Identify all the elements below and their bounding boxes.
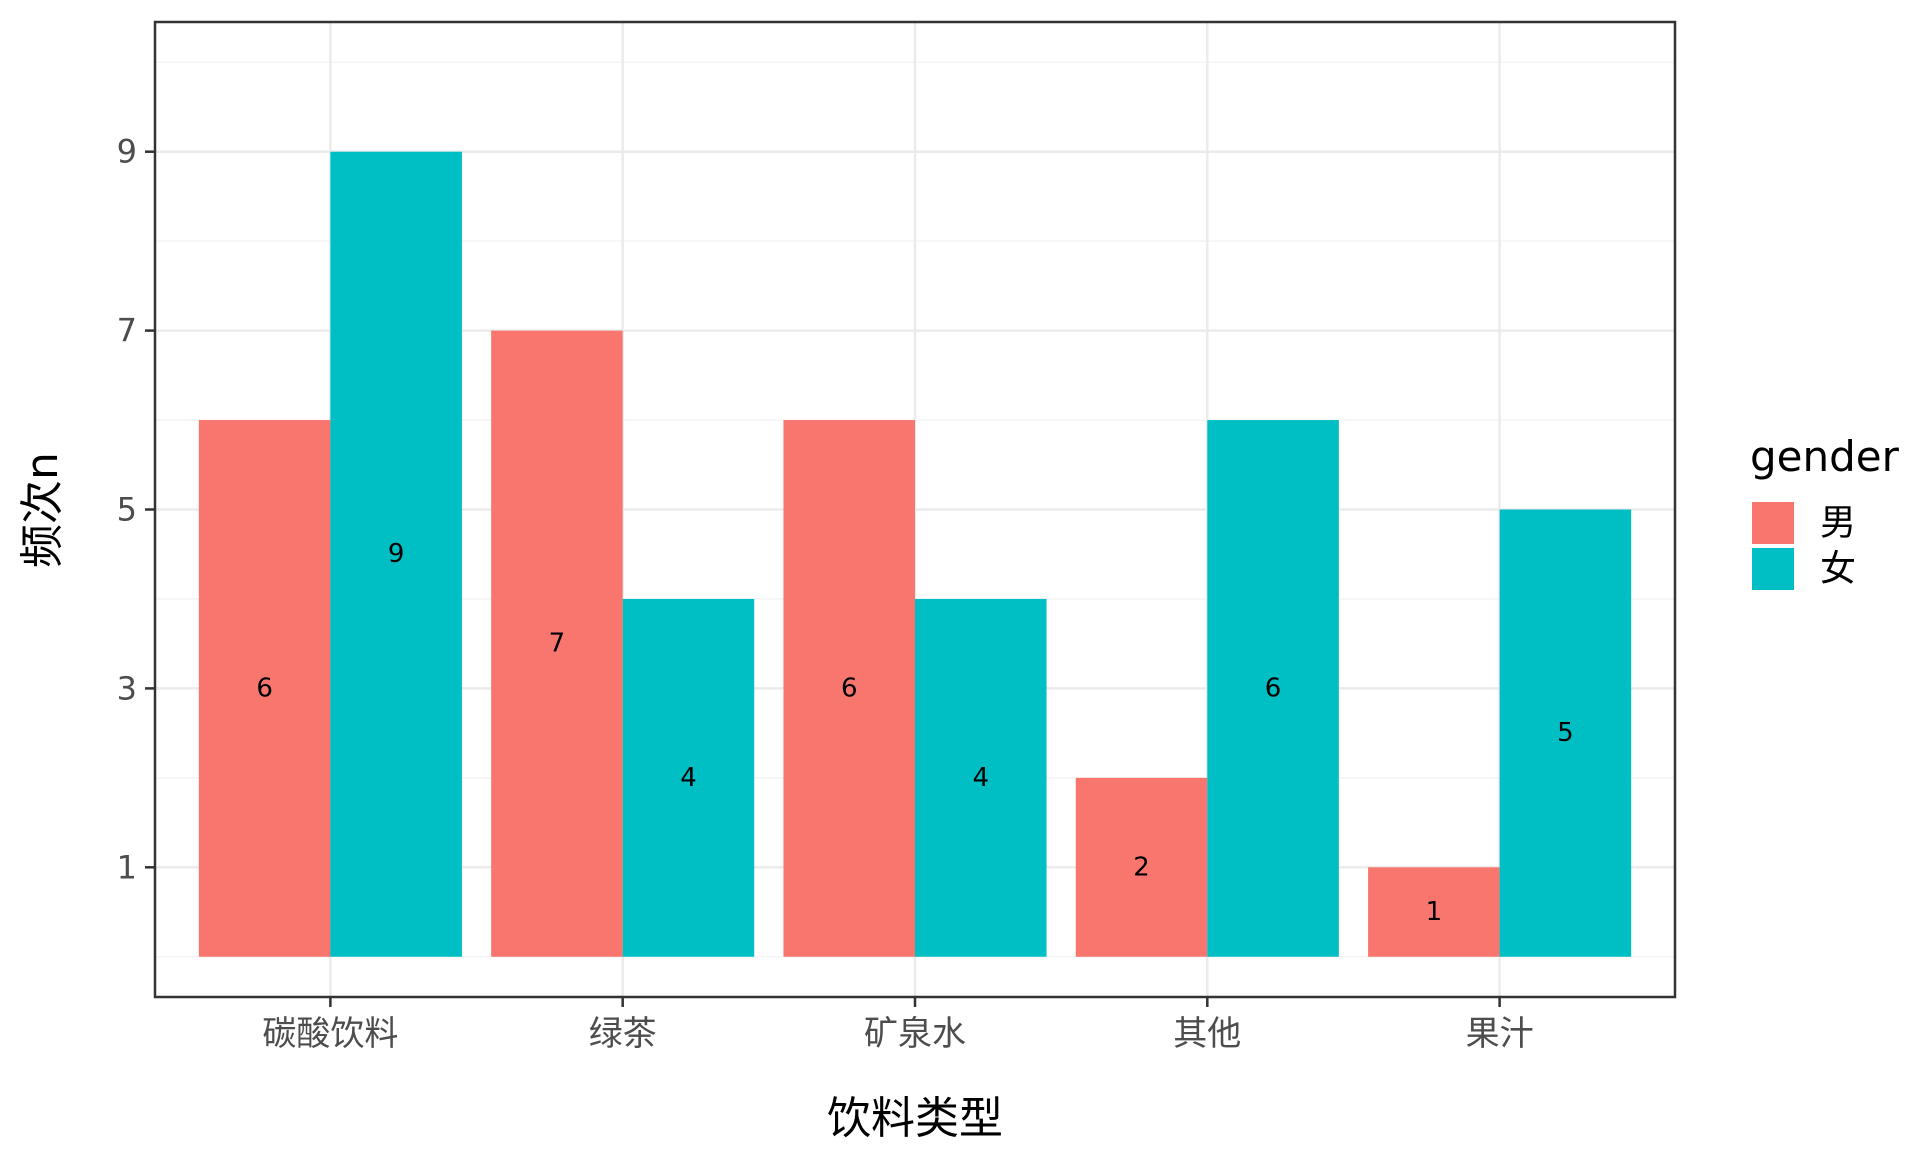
data-label: 6 [1265,673,1282,703]
data-labels: 6 7 6 2 1 9 4 4 6 5 [256,539,1573,927]
data-label: 1 [1426,897,1443,927]
axes: 1 3 5 7 9 碳酸饮料 绿茶 矿泉水 其他 果汁 [117,133,1534,1054]
data-label: 4 [972,763,989,793]
y-tick-label: 1 [117,848,137,886]
data-label: 4 [680,763,697,793]
bar [1368,867,1500,957]
x-tick-label: 绿茶 [589,1014,657,1054]
bar [1499,509,1632,957]
bar [491,330,623,957]
bar [198,420,331,957]
bar [622,598,755,957]
x-tick-label: 矿泉水 [864,1014,966,1054]
y-tick-label: 3 [117,669,137,707]
bar [1075,777,1208,957]
legend: gender 男女 [1750,432,1900,590]
y-tick-label: 7 [117,312,137,350]
data-label: 2 [1133,852,1150,882]
data-label: 6 [841,673,858,703]
bars [198,151,1632,957]
legend-key [1752,502,1794,544]
bar [915,598,1047,957]
y-axis-title: 频次n [17,452,68,568]
bar [330,151,462,957]
legend-label: 女 [1820,549,1856,590]
legend-title: gender [1750,432,1900,481]
x-tick-label: 其他 [1173,1014,1241,1054]
legend-label: 男 [1820,503,1856,544]
x-tick-label: 果汁 [1466,1014,1534,1054]
legend-items: 男女 [1752,502,1856,590]
legend-key [1752,548,1794,590]
bar [1207,420,1339,957]
data-label: 6 [256,673,273,703]
data-label: 9 [388,539,405,569]
data-label: 7 [549,629,566,659]
x-tick-label: 碳酸饮料 [262,1014,398,1054]
y-tick-label: 9 [117,133,137,171]
bar [783,420,915,957]
data-label: 5 [1557,718,1574,748]
y-tick-label: 5 [117,491,137,529]
x-axis-title: 饮料类型 [827,1093,1003,1144]
